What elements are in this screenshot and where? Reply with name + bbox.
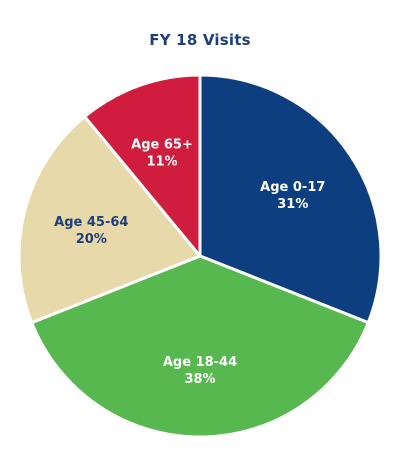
pie-slice-age-65 [83, 73, 202, 258]
slice-value-age-65: 11% [146, 154, 177, 169]
slice-value-age-0-17: 31% [277, 197, 308, 212]
pie-slice-age-18-44 [30, 254, 370, 439]
slice-label-age-0-17: Age 0-17 [260, 180, 325, 195]
chart-title: FY 18 Visits [149, 31, 251, 49]
slice-label-age-18-44: Age 18-44 [163, 355, 237, 370]
slice-value-age-45-64: 20% [76, 232, 107, 247]
slice-label-age-45-64: Age 45-64 [54, 215, 128, 230]
slice-value-age-18-44: 38% [184, 372, 215, 387]
slice-label-age-65: Age 65+ [131, 137, 193, 152]
pie-slice-age-0-17 [198, 73, 383, 325]
pie-slice-age-45-64 [17, 115, 202, 325]
